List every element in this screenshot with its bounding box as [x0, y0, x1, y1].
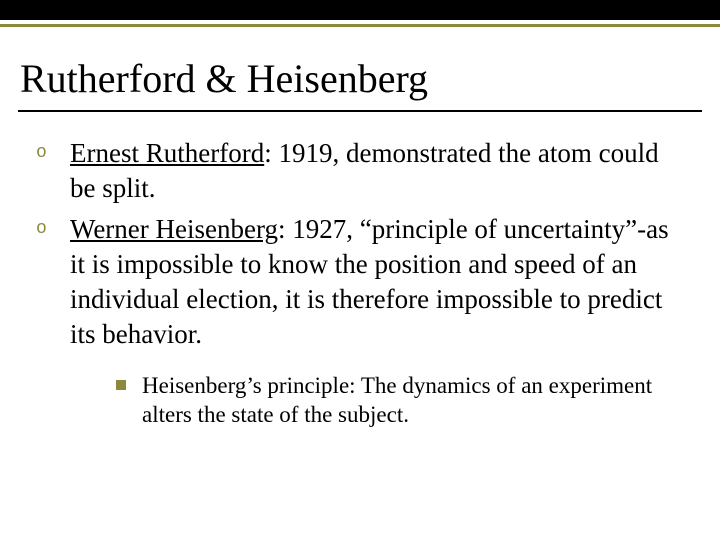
square-bullet-icon: o: [36, 143, 52, 163]
bullet-text: Werner Heisenberg: 1927, “principle of u…: [70, 212, 684, 352]
sub-bullet-item: Heisenberg’s principle: The dynamics of …: [116, 371, 684, 431]
title-underline: [18, 110, 702, 112]
sub-bullet-text: Heisenberg’s principle: The dynamics of …: [142, 371, 684, 431]
filled-square-icon: [116, 380, 126, 390]
bullet-item: o Ernest Rutherford: 1919, demonstrated …: [36, 136, 684, 206]
top-bar: [0, 0, 720, 20]
bullet-text: Ernest Rutherford: 1919, demonstrated th…: [70, 136, 684, 206]
content-area: o Ernest Rutherford: 1919, demonstrated …: [0, 136, 720, 430]
square-bullet-icon: o: [36, 219, 52, 239]
bullet-name: Werner Heisenberg: [70, 214, 278, 244]
bullet-item: o Werner Heisenberg: 1927, “principle of…: [36, 212, 684, 352]
slide-title: Rutherford & Heisenberg: [0, 27, 720, 110]
bullet-name: Ernest Rutherford: [70, 138, 264, 168]
